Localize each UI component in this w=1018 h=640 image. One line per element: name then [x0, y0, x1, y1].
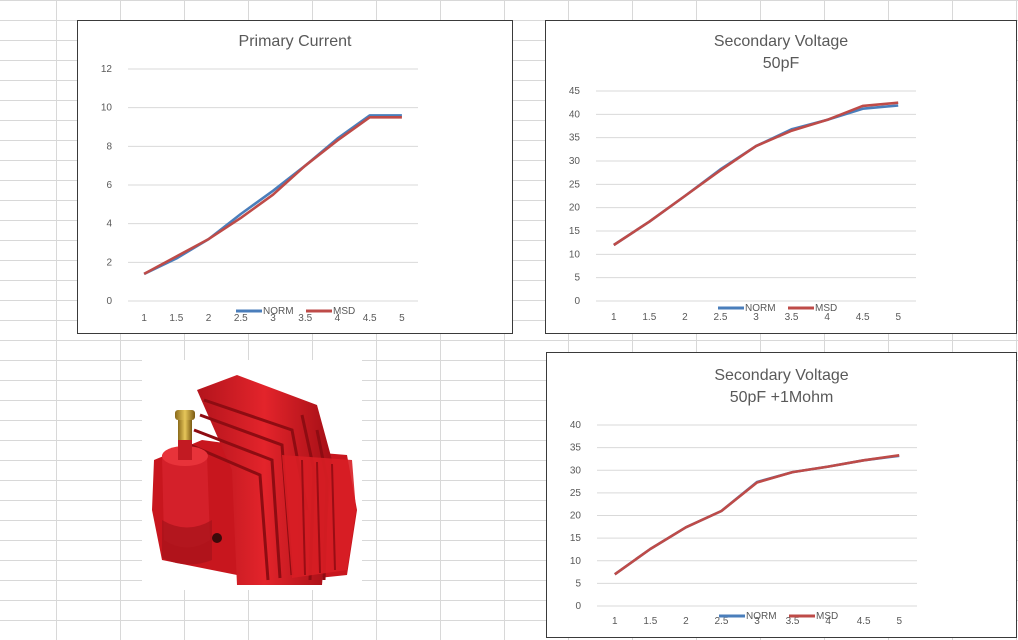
- series-line-msd: [614, 454, 900, 576]
- y-tick-label: 10: [570, 556, 582, 567]
- x-tick-label: 3: [753, 312, 759, 323]
- x-tick-label: 5: [895, 312, 901, 323]
- y-tick-label: 0: [106, 296, 112, 307]
- x-tick-label: 1.5: [169, 313, 183, 324]
- legend-label-msd: MSD: [333, 306, 355, 317]
- y-tick-label: 2: [106, 257, 112, 268]
- y-tick-label: 20: [570, 511, 582, 522]
- chart-title-line-2: 50pF: [762, 55, 800, 72]
- chart-title: Primary Current: [78, 31, 512, 53]
- secondary-voltage-50pf-1mohm-chart[interactable]: Secondary Voltage 50pF +1Mohm 0 5 10 15 20 25…: [546, 352, 1017, 638]
- x-tick-label: 4.5: [857, 616, 871, 627]
- series-line-msd: [143, 116, 402, 276]
- series-line-msd: [613, 101, 899, 247]
- y-tick-label: 25: [570, 488, 582, 499]
- y-tick-label: 4: [106, 219, 112, 230]
- series-line-norm: [613, 104, 899, 247]
- y-tick-label: 12: [101, 64, 113, 75]
- y-tick-label: 5: [575, 578, 581, 589]
- y-tick-label: 20: [569, 203, 581, 214]
- x-tick-label: 4.5: [856, 312, 870, 323]
- legend-label-norm: NORM: [746, 611, 777, 622]
- x-tick-label: 3.5: [786, 616, 800, 627]
- y-tick-label: 5: [574, 273, 580, 284]
- y-tick-label: 0: [575, 601, 581, 612]
- y-tick-label: 25: [569, 179, 581, 190]
- legend-label-norm: NORM: [745, 303, 776, 314]
- y-tick-label: 45: [569, 86, 581, 97]
- y-tick-label: 35: [570, 443, 582, 454]
- y-tick-label: 6: [106, 180, 112, 191]
- x-tick-label: 2: [682, 312, 688, 323]
- x-tick-label: 2: [683, 616, 689, 627]
- x-tick-label: 3.5: [785, 312, 799, 323]
- x-tick-label: 1.5: [642, 312, 656, 323]
- y-tick-label: 40: [569, 109, 581, 120]
- x-tick-label: 4: [335, 313, 341, 324]
- y-tick-label: 10: [569, 249, 581, 260]
- x-tick-label: 2.5: [234, 313, 248, 324]
- chart-title-line-1: Primary Current: [238, 33, 352, 50]
- primary-current-chart[interactable]: Primary Current 0 2 4 6 8 10 12 1 1.5 2 2.5 3 3.5 4 4.…: [77, 20, 513, 334]
- x-tick-label: 1: [141, 313, 147, 324]
- x-tick-label: 4: [824, 312, 830, 323]
- chart-title-line-1: Secondary Voltage: [713, 33, 849, 50]
- chart-title-line-2: 50pF +1Mohm: [729, 389, 834, 406]
- y-tick-label: 40: [570, 420, 582, 431]
- y-tick-label: 10: [101, 103, 113, 114]
- x-tick-label: 1: [611, 312, 617, 323]
- legend-label-msd: MSD: [816, 611, 838, 622]
- primary-current-plot: 0 2 4 6 8 10 12 1 1.5 2 2.5 3 3.5 4 4.5 5 NORM MSD: [101, 64, 418, 324]
- secondary-voltage-50pf-1mohm-plot: 0 5 10 15 20 25 30 35 40 1 1.5 2 2.5 3 3.5 4 4.5 5 NORM MSD: [570, 420, 917, 627]
- legend-label-msd: MSD: [815, 303, 837, 314]
- y-tick-label: 30: [570, 465, 582, 476]
- x-tick-label: 2.5: [714, 616, 728, 627]
- secondary-voltage-50pf-chart[interactable]: Secondary Voltage 50pF 0 5 10 15 20 25 30 35 40 4…: [545, 20, 1017, 334]
- y-tick-label: 30: [569, 156, 581, 167]
- x-tick-label: 2.5: [713, 312, 727, 323]
- x-tick-label: 5: [896, 616, 902, 627]
- x-tick-label: 3: [270, 313, 276, 324]
- y-tick-label: 15: [569, 226, 581, 237]
- secondary-voltage-50pf-plot: 0 5 10 15 20 25 30 35 40 45 1 1.5 2 2.5 3 3.5 4 4.5 5 NORM M…: [569, 86, 916, 323]
- y-tick-label: 35: [569, 133, 581, 144]
- legend-label-norm: NORM: [263, 306, 294, 317]
- x-tick-label: 1.5: [643, 616, 657, 627]
- chart-title: Secondary Voltage 50pF: [546, 31, 1016, 75]
- y-tick-label: 15: [570, 533, 582, 544]
- x-tick-label: 5: [399, 313, 405, 324]
- x-tick-label: 2: [206, 313, 212, 324]
- ignition-coil-icon: [152, 375, 357, 585]
- x-tick-label: 4: [825, 616, 831, 627]
- x-tick-label: 3.5: [298, 313, 312, 324]
- chart-title-line-1: Secondary Voltage: [714, 367, 849, 384]
- ignition-coil-image: [142, 360, 362, 590]
- x-tick-label: 4.5: [363, 313, 377, 324]
- y-tick-label: 8: [106, 141, 112, 152]
- x-tick-label: 3: [754, 616, 760, 627]
- y-tick-label: 0: [574, 296, 580, 307]
- chart-title: Secondary Voltage 50pF +1Mohm: [547, 365, 1016, 409]
- x-tick-label: 1: [612, 616, 618, 627]
